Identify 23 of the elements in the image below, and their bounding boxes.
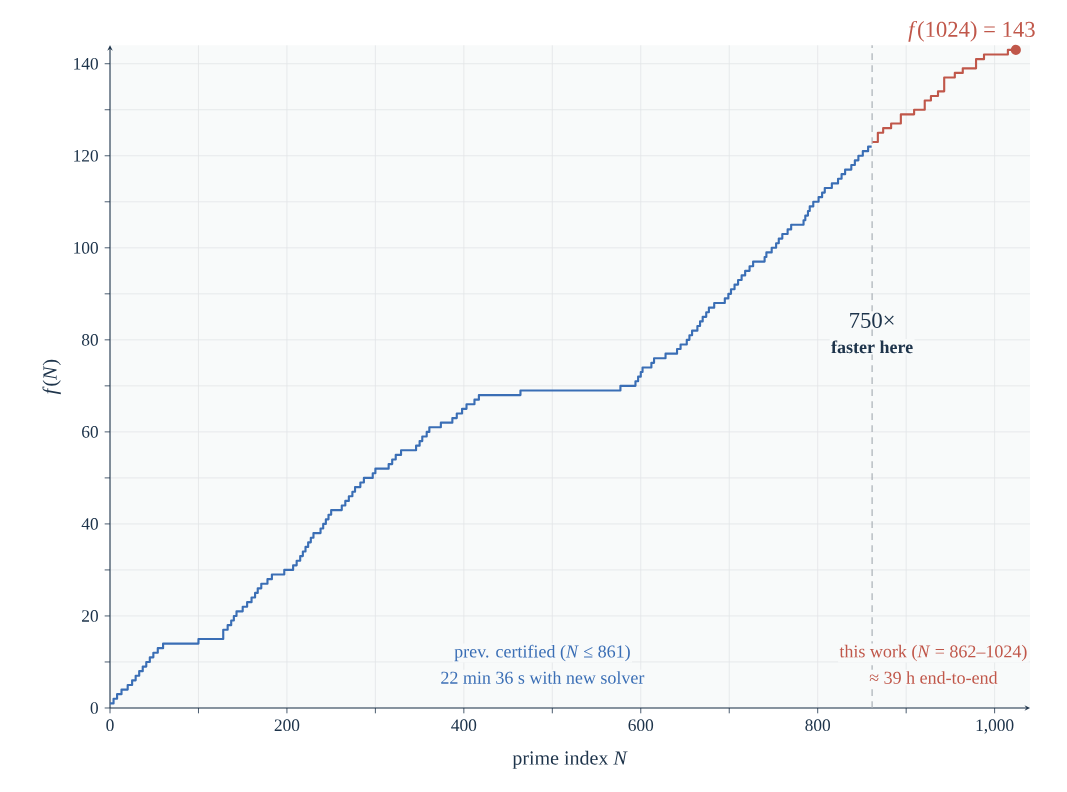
x-tick-label: 400 xyxy=(451,719,477,732)
y-tick-label: 60 xyxy=(82,426,98,438)
x-tick-label: 1,000 xyxy=(976,719,1014,734)
y-tick-label: 80 xyxy=(81,334,98,346)
x-tick-label: 0 xyxy=(106,719,114,732)
y-tick-label: 140 xyxy=(74,57,98,70)
x-axis-title: prime index N xyxy=(512,750,628,769)
y-axis-title: f(N) xyxy=(42,359,61,395)
y-tick-label: 120 xyxy=(74,149,98,162)
y-tick-label: 20 xyxy=(82,610,98,622)
annotation: f(1024) = 143 xyxy=(908,20,1035,42)
annotation: this work (N = 862–1024) xyxy=(839,644,1027,662)
x-tick-label: 600 xyxy=(628,719,654,732)
annotation: ≈ 39 h end-to-end xyxy=(869,671,998,684)
annotation: 750× xyxy=(850,312,894,328)
x-tick-label: 800 xyxy=(805,719,831,732)
annotation: faster here xyxy=(831,340,913,354)
annotation: prev. certified (N ≤ 861) xyxy=(454,644,630,662)
y-tick-label: 0 xyxy=(90,702,98,714)
x-tick-label: 200 xyxy=(274,719,300,732)
annotation: 22 min 36 s with new solver xyxy=(441,671,645,684)
y-tick-label: 40 xyxy=(81,518,98,530)
y-tick-label: 100 xyxy=(74,241,98,254)
